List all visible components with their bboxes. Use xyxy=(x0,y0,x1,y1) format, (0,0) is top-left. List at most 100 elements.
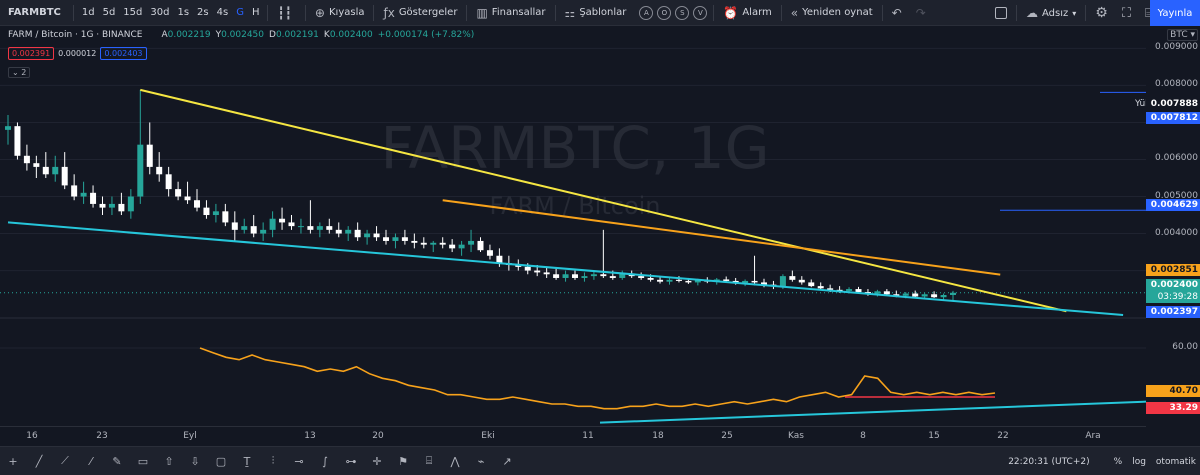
time-axis[interactable]: 16 23 Eyl 13 20 Eki 11 18 25 Kas 8 15 22 Ara xyxy=(0,426,1146,446)
last-price-tag: 0.002400 xyxy=(1146,279,1200,291)
arrow-down-icon[interactable]: ⇩ xyxy=(190,454,200,468)
timeframe-1d[interactable]: 1d xyxy=(81,7,95,18)
currency-selector[interactable]: BTC ▾ xyxy=(1167,29,1198,41)
ask-price[interactable]: 0.002403 xyxy=(100,47,147,60)
candle-body xyxy=(694,280,701,283)
snapshot-button[interactable]: ⌸ xyxy=(1140,0,1162,26)
timeframe-15d[interactable]: 15d xyxy=(123,7,143,18)
rectangle-icon[interactable]: ▭ xyxy=(137,454,149,468)
auto-toggle[interactable]: otomatik xyxy=(1155,456,1196,467)
collapse-indicators-button[interactable]: ⌄ 2 xyxy=(8,67,31,78)
templates-button[interactable]: ⚏ Şablonlar xyxy=(560,0,632,26)
publish-button[interactable]: Yayınla xyxy=(1150,0,1200,26)
chart-canvas[interactable]: FARMBTC, 1G FARM / Bitcoin xyxy=(0,26,1146,426)
vertical-line-icon[interactable]: ⫶ xyxy=(271,454,275,467)
candle-body xyxy=(940,295,947,298)
long-position-icon[interactable]: ⌸ xyxy=(425,454,433,467)
indicators-button[interactable]: ƒx Göstergeler xyxy=(378,0,462,26)
candle-body xyxy=(411,240,418,243)
flag-icon[interactable]: ⚑ xyxy=(398,454,408,468)
price-tick-label: 0.009000 xyxy=(1155,42,1198,53)
timeframe-G[interactable]: G xyxy=(236,7,244,18)
spread-value: 0.000012 xyxy=(58,49,97,58)
toolbar-divider xyxy=(267,4,269,21)
price-axis[interactable]: BTC ▾ 0.0090000.0080000.0070000.0060000.… xyxy=(1146,26,1200,426)
horizontal-ray-icon[interactable]: ⊸ xyxy=(294,454,304,468)
timeframe-1s[interactable]: 1s xyxy=(177,7,190,18)
text-icon[interactable]: Ṯ xyxy=(243,454,251,468)
candle-body xyxy=(194,200,200,208)
chart-type-button[interactable]: ┇┇ xyxy=(272,0,300,26)
candle-body xyxy=(751,280,758,283)
replay-button[interactable]: «Yeniden oynat xyxy=(786,0,878,26)
candle-body xyxy=(581,276,588,278)
orange-trendline[interactable] xyxy=(442,199,1001,276)
candle-body xyxy=(553,274,560,278)
extended-line-icon[interactable]: ⁄ xyxy=(90,454,92,468)
trendline-icon[interactable]: ╱ xyxy=(35,454,43,468)
candle-body xyxy=(950,292,956,296)
time-tick-label: 16 xyxy=(26,431,38,441)
redo-button[interactable]: ↷ xyxy=(911,0,935,26)
arrow-up-icon[interactable]: ⇧ xyxy=(164,454,174,468)
yellow-trendline[interactable] xyxy=(140,88,1067,313)
candle-body xyxy=(562,274,569,278)
log-toggle[interactable]: log xyxy=(1132,456,1146,467)
right-tools: ☁ Adsız ▾ ⚙ ⛶ ⌸ xyxy=(990,0,1162,26)
quick-button-o[interactable]: O xyxy=(657,5,672,20)
candle-body xyxy=(297,226,304,228)
fullscreen-toggle-button[interactable]: ⛶ xyxy=(1117,0,1140,26)
compare-button[interactable]: ⊕ Kıyasla xyxy=(310,0,370,26)
candle-body xyxy=(61,166,68,186)
clock-time[interactable]: 22:20:31 (UTC+2) xyxy=(1008,456,1090,467)
alarm-button[interactable]: ⏰ Alarm xyxy=(718,0,776,26)
time-tick-label: 25 xyxy=(721,431,733,441)
forecast-icon[interactable]: ⌁ xyxy=(477,454,485,468)
rsi-line xyxy=(199,347,996,410)
percent-toggle[interactable]: % xyxy=(1113,456,1123,467)
indicators-label: Göstergeler xyxy=(398,7,458,18)
candle-body xyxy=(666,279,673,282)
timeframe-5d[interactable]: 5d xyxy=(102,7,116,18)
candle-body xyxy=(90,192,97,204)
bid-price[interactable]: 0.002391 xyxy=(8,47,55,60)
top-toolbar: FARMBTC 1d 5d 15d 30d 1s 2s 4s G H ┇┇ ⊕ Kıyasla ƒ… xyxy=(0,0,1200,26)
candle-body xyxy=(175,189,182,197)
ray-icon[interactable]: ⟋ xyxy=(61,454,69,467)
curve-icon[interactable]: ∫ xyxy=(322,454,328,468)
symbol-search[interactable]: FARMBTC xyxy=(8,7,61,18)
time-tick-label: 18 xyxy=(652,431,664,441)
quick-button-v[interactable]: V xyxy=(693,5,708,20)
quick-button-s[interactable]: S xyxy=(675,5,690,20)
open-label: A xyxy=(161,30,168,40)
undo-button[interactable]: ↶ xyxy=(887,0,911,26)
candles xyxy=(5,89,956,301)
crosshair-icon[interactable]: ✛ xyxy=(372,454,382,468)
timeframe-H[interactable]: H xyxy=(251,7,260,18)
pattern-icon[interactable]: ⋀ xyxy=(450,454,460,468)
callout-icon[interactable]: ▢ xyxy=(215,454,227,468)
fullscreen-button[interactable] xyxy=(990,0,1012,26)
cursor-icon[interactable]: + xyxy=(8,454,18,468)
candle-body xyxy=(647,277,654,280)
currency-label: BTC xyxy=(1170,30,1188,40)
candle-body xyxy=(742,280,749,284)
cyan-trendline[interactable] xyxy=(7,221,1124,316)
timeframe-2s[interactable]: 2s xyxy=(197,7,209,18)
legend-title: FARM / Bitcoin · 1G · BINANCE xyxy=(8,30,143,40)
financials-button[interactable]: ▥ Finansallar xyxy=(471,0,550,26)
quick-button-a[interactable]: A xyxy=(639,5,654,20)
axis-options: 22:20:31 (UTC+2) % log otomatik xyxy=(998,447,1196,475)
timeframe-30d[interactable]: 30d xyxy=(150,7,170,18)
rsi-trendline[interactable] xyxy=(599,400,1146,424)
horizontal-line-icon[interactable]: ⊶ xyxy=(345,454,357,468)
timeframe-4s[interactable]: 4s xyxy=(216,7,229,18)
trendlines[interactable] xyxy=(7,88,1124,316)
brush-icon[interactable]: ✎ xyxy=(112,454,122,468)
measure-icon[interactable]: ↗ xyxy=(502,454,512,468)
square-icon xyxy=(995,7,1007,19)
settings-button[interactable]: ⚙ xyxy=(1090,0,1117,26)
layout-name-button[interactable]: ☁ Adsız ▾ xyxy=(1021,0,1081,26)
candle-body xyxy=(23,155,30,164)
